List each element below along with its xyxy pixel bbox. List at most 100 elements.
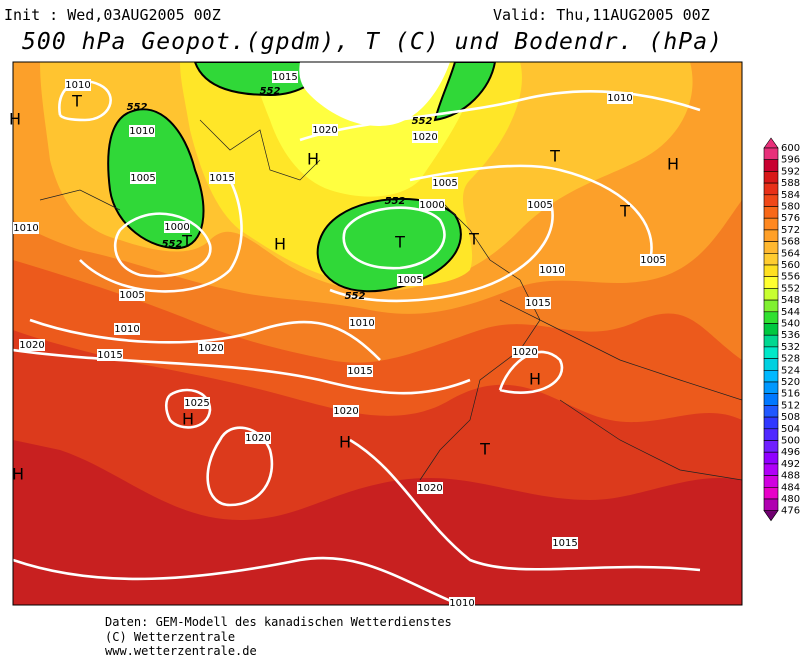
colorbar-label: 476: [781, 506, 800, 517]
footer-line: (C) Wetterzentrale: [105, 630, 235, 644]
colorbar-label: 552: [781, 283, 800, 294]
label-bg: [184, 397, 210, 409]
isobar-label: 1010: [65, 80, 90, 91]
label-bg: [119, 289, 145, 301]
colorbar-label: 532: [781, 342, 800, 353]
colorbar-label: 504: [781, 424, 800, 435]
colorbar-label: 580: [781, 202, 800, 213]
colorbar-label: 516: [781, 389, 800, 400]
colorbar-swatch: [763, 393, 779, 406]
colorbar-swatch: [763, 253, 779, 266]
isobar-label: 1015: [347, 366, 372, 377]
colorbar-swatch: [763, 475, 779, 488]
colorbar-label: 584: [781, 190, 800, 201]
isobar-label: 1005: [527, 200, 552, 211]
colorbar-label: 496: [781, 447, 800, 458]
colorbar-swatch: [763, 323, 779, 336]
colorbar-label: 500: [781, 436, 800, 447]
isobar-label: 1020: [333, 406, 358, 417]
label-bg: [245, 432, 271, 444]
label-bg: [114, 323, 140, 335]
low: T: [479, 440, 490, 459]
height-label: 552: [260, 86, 281, 97]
colorbar-swatch: [763, 346, 779, 359]
colorbar-swatch: [763, 311, 779, 324]
low-area: [433, 62, 497, 122]
label-bg: [272, 71, 298, 83]
height-label: 552: [412, 116, 433, 127]
label-bg: [333, 405, 359, 417]
high: H: [274, 235, 286, 254]
isobar-label: 1010: [114, 324, 139, 335]
label-bg: [527, 199, 553, 211]
height-label: 552: [345, 291, 366, 302]
height-label: 552: [162, 239, 183, 250]
colorbar-swatch: [763, 241, 779, 254]
footer-line: www.wetterzentrale.de: [105, 644, 257, 658]
isobar-label: 1005: [119, 290, 144, 301]
label-bg: [198, 342, 224, 354]
label-bg: [349, 317, 375, 329]
colorbar-swatch: [763, 288, 779, 301]
isobar-label: 1020: [198, 343, 223, 354]
colorbar-swatch: [763, 147, 779, 160]
isobar-label: 1005: [397, 275, 422, 286]
colorbar-label: 572: [781, 225, 800, 236]
init-time: Init : Wed,03AUG2005 00Z: [4, 6, 221, 24]
label-bg: [552, 537, 578, 549]
colorbar-swatch: [763, 440, 779, 453]
colorbar-swatch: [763, 159, 779, 172]
isobar-label: 1010: [129, 126, 154, 137]
isobar-label: 1010: [449, 598, 474, 609]
colorbar-label: 524: [781, 365, 800, 376]
label-bg: [13, 222, 39, 234]
low: T: [181, 232, 192, 251]
map-title: 500 hPa Geopot.(gpdm), T (C) und Bodendr…: [22, 29, 722, 55]
colorbar-swatch: [763, 358, 779, 371]
label-bg: [209, 172, 235, 184]
colorbar-label: 484: [781, 482, 800, 493]
colorbar-swatch: [763, 264, 779, 277]
label-bg: [539, 264, 565, 276]
map: [13, 62, 742, 605]
isobar-label: 1015: [525, 298, 550, 309]
label-bg: [19, 339, 45, 351]
colorbar-label: 520: [781, 377, 800, 388]
isobar-label: 1020: [412, 132, 437, 143]
colorbar-swatch: [763, 369, 779, 383]
colorbar-swatch: [763, 182, 779, 196]
isobar-label: 1015: [272, 72, 297, 83]
high: H: [12, 465, 24, 484]
isobar-label: 1010: [349, 318, 374, 329]
colorbar-label: 564: [781, 248, 800, 259]
valid-time: Valid: Thu,11AUG2005 00Z: [493, 6, 710, 24]
isobar-label: 1020: [312, 125, 337, 136]
isobar-label: 1005: [432, 178, 457, 189]
colorbar-label: 588: [781, 178, 800, 189]
low: T: [619, 202, 630, 221]
isobar-label: 1000: [419, 200, 444, 211]
colorbar-label: 512: [781, 400, 800, 411]
colorbar-label: 576: [781, 213, 800, 224]
colorbar-swatch: [763, 229, 779, 242]
colorbar-cap: [763, 137, 779, 149]
colorbar-swatch: [763, 486, 779, 500]
colorbar-label: 600: [781, 143, 800, 154]
isobar-label: 1005: [130, 173, 155, 184]
colorbar-label: 492: [781, 459, 800, 470]
isobar-label: 1010: [13, 223, 38, 234]
label-bg: [412, 131, 438, 143]
label-bg: [419, 199, 445, 211]
low: T: [468, 230, 479, 249]
label-bg: [512, 346, 538, 358]
colorbar-swatch: [763, 194, 779, 207]
colorbar-label: 560: [781, 260, 800, 271]
colorbar: 6005965925885845805765725685645605565525…: [763, 137, 800, 522]
colorbar-swatch: [763, 217, 779, 231]
high: H: [529, 370, 541, 389]
colorbar-label: 592: [781, 166, 800, 177]
no-data: [299, 62, 450, 126]
pressure-systems: T H H H T T T T H H H H T T H: [9, 92, 679, 484]
label-bg: [164, 221, 190, 233]
